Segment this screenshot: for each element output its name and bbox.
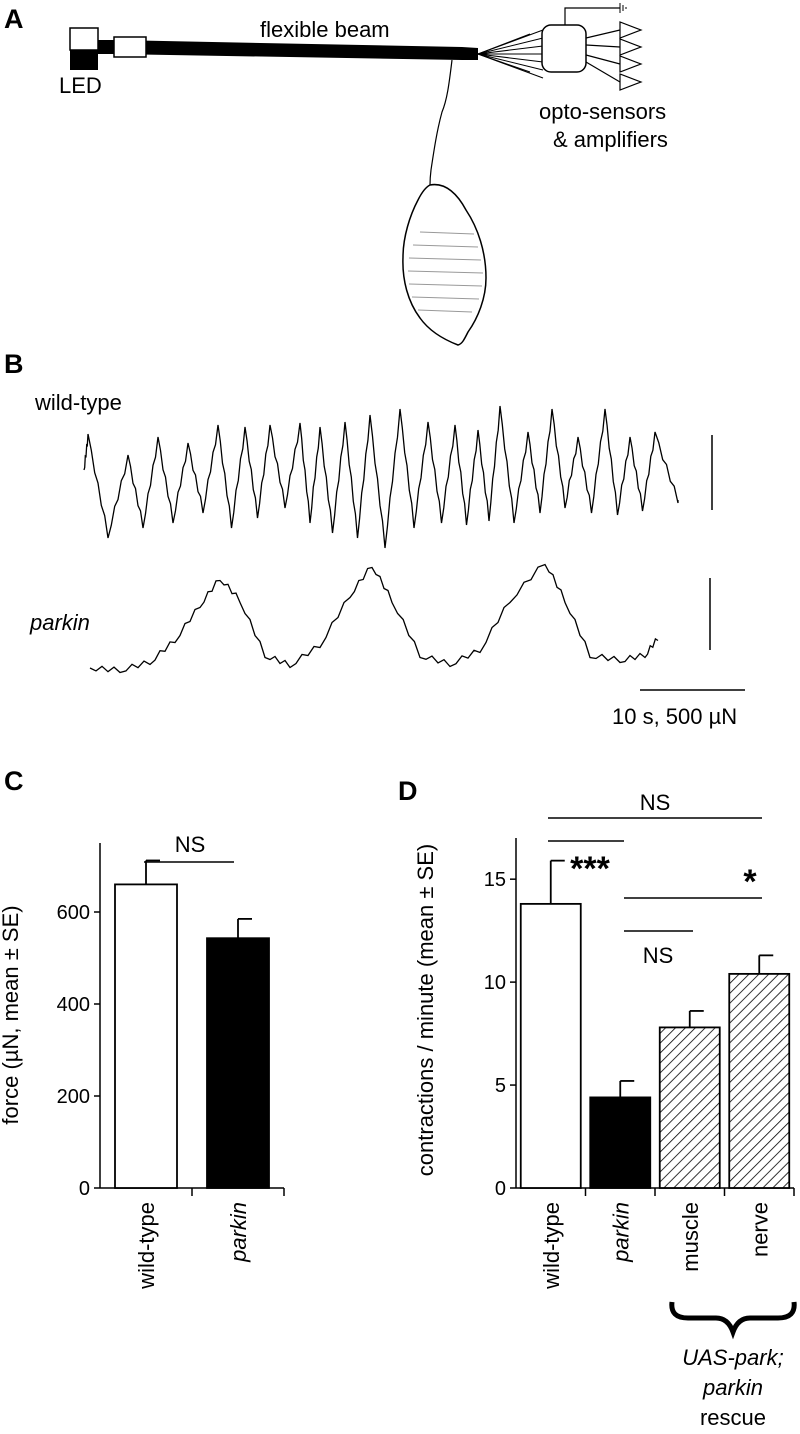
panel-c-label: C	[4, 766, 24, 796]
y-tick-label: 600	[57, 902, 90, 924]
category-label: nerve	[747, 1202, 772, 1257]
bar-parkin	[206, 937, 270, 1189]
amplifier-icon	[619, 38, 643, 56]
parkin-trace	[89, 563, 659, 674]
y-tick-label: 5	[495, 1075, 506, 1097]
group-label-line3: rescue	[700, 1405, 766, 1430]
larva-segments	[407, 231, 484, 313]
category-label: parkin	[608, 1202, 633, 1263]
rescue-brace	[669, 1301, 797, 1340]
significance-label: NS	[175, 832, 206, 857]
group-label-line2: parkin	[702, 1375, 763, 1400]
beam-label: flexible beam	[260, 17, 390, 42]
category-label: wild-type	[539, 1202, 564, 1290]
trace-label-parkin: parkin	[29, 610, 90, 635]
scale-label: 10 s, 500 µN	[612, 704, 737, 729]
flexible-beam	[98, 40, 478, 60]
bar-nerve	[728, 972, 791, 1189]
larva	[402, 183, 487, 346]
led-housing	[69, 27, 99, 51]
ground-wire	[564, 7, 620, 25]
beam-clamp	[113, 36, 147, 58]
led-block	[70, 50, 98, 70]
amplifier-icon	[619, 55, 643, 73]
panel-a-label: A	[4, 4, 24, 34]
sensor-label-line1: opto-sensors	[539, 99, 666, 124]
group-label-line1: UAS-park;	[682, 1345, 783, 1370]
y-tick-label: 15	[484, 869, 506, 891]
thread	[429, 59, 453, 186]
panel-b-label: B	[4, 349, 24, 379]
bar-wild-type	[114, 883, 178, 1189]
panel-d-label: D	[398, 776, 418, 806]
led-label: LED	[59, 73, 102, 98]
y-tick-label: 0	[79, 1178, 90, 1200]
optical-fibers	[477, 29, 544, 79]
y-axis-label: contractions / minute (mean ± SE)	[413, 844, 438, 1176]
significance-label: NS	[643, 943, 674, 968]
trace-label-wild-type: wild-type	[34, 390, 122, 415]
significance-label: NS	[640, 790, 671, 815]
bar-parkin	[589, 1096, 652, 1189]
significance-label: *	[743, 863, 757, 901]
bar-muscle	[658, 1026, 721, 1189]
ground-icon	[619, 3, 627, 13]
y-tick-label: 200	[57, 1086, 90, 1108]
y-tick-label: 400	[57, 994, 90, 1016]
panel-d-chart: D UAS-park; parkin rescue 0 5 10 15 contract…	[398, 776, 797, 1430]
category-label: parkin	[226, 1202, 251, 1263]
amplifier-icon	[619, 21, 643, 39]
panel-a: A LED flexible beam opto	[4, 3, 668, 346]
panel-c-chart: C 0 200 400 600 force (µN, mean ± SE) wild-ty…	[0, 766, 285, 1290]
amplifiers	[585, 21, 643, 91]
amplifier-icon	[619, 73, 643, 91]
panel-b: B wild-type parkin 10 s, 500 µN	[4, 349, 745, 729]
sensor-label-line2: & amplifiers	[553, 127, 668, 152]
category-label: wild-type	[134, 1202, 159, 1290]
category-label: muscle	[678, 1202, 703, 1272]
wild-type-trace	[83, 405, 679, 549]
bar-wild-type	[519, 902, 582, 1189]
y-tick-label: 0	[495, 1178, 506, 1200]
y-tick-label: 10	[484, 972, 506, 994]
y-axis-label: force (µN, mean ± SE)	[0, 905, 23, 1124]
opto-sensor-box	[541, 24, 587, 73]
significance-label: ***	[570, 850, 610, 888]
